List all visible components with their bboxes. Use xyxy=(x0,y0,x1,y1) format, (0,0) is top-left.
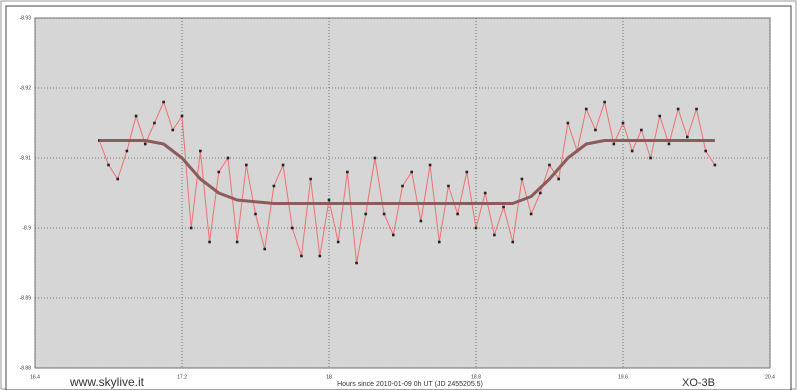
data-point xyxy=(217,170,221,174)
data-point xyxy=(401,184,404,188)
data-point xyxy=(153,121,156,125)
data-point xyxy=(171,128,175,132)
data-point xyxy=(263,247,266,251)
x-tick-label: 18 xyxy=(326,374,332,380)
data-point xyxy=(428,163,432,167)
x-tick-label: 20.4 xyxy=(765,374,775,380)
data-point xyxy=(695,107,698,111)
data-point xyxy=(686,135,689,139)
data-point xyxy=(327,198,331,202)
data-point xyxy=(189,226,193,230)
data-point xyxy=(483,191,487,195)
data-point xyxy=(557,177,560,181)
y-tick-label: -8.92 xyxy=(20,85,32,91)
data-point xyxy=(511,240,515,244)
data-point xyxy=(437,240,441,244)
data-point xyxy=(281,163,285,167)
data-point xyxy=(621,121,625,125)
x-tick-label: 16.4 xyxy=(30,374,40,380)
data-point xyxy=(594,128,597,132)
data-point xyxy=(493,233,496,237)
data-line xyxy=(98,101,716,264)
data-point xyxy=(254,212,257,216)
data-point xyxy=(419,219,423,223)
data-point xyxy=(355,261,358,265)
data-point xyxy=(640,128,643,132)
data-point xyxy=(529,212,533,216)
data-point xyxy=(667,142,671,146)
data-point xyxy=(180,114,184,118)
data-point xyxy=(309,177,312,181)
data-point xyxy=(143,142,147,146)
data-point xyxy=(612,142,616,146)
data-point xyxy=(373,156,377,160)
x-tick-label: 19.6 xyxy=(618,374,628,380)
data-point xyxy=(125,149,129,153)
data-point xyxy=(548,163,551,167)
y-tick-label: -8.88 xyxy=(20,365,32,371)
x-tick-label: 18.8 xyxy=(471,374,481,380)
data-point xyxy=(539,191,542,195)
data-point xyxy=(300,254,303,258)
y-tick-label: -8.89 xyxy=(20,295,32,301)
data-point xyxy=(318,254,322,258)
data-point xyxy=(630,149,634,153)
data-point xyxy=(658,114,662,118)
data-point xyxy=(392,233,395,237)
data-point xyxy=(649,156,652,160)
data-point xyxy=(245,163,248,167)
data-point xyxy=(456,212,459,216)
data-point xyxy=(704,149,707,153)
data-point xyxy=(502,205,505,209)
data-point xyxy=(226,156,230,160)
data-point xyxy=(116,177,119,181)
data-point xyxy=(346,170,349,174)
x-axis-label: Hours since 2010-01-09 0h UT (JD 2455205… xyxy=(337,381,483,388)
data-point xyxy=(208,240,211,244)
data-point xyxy=(676,107,680,111)
data-point xyxy=(410,170,413,174)
data-point xyxy=(364,212,368,216)
data-point xyxy=(603,100,606,104)
data-point xyxy=(713,163,717,167)
data-point xyxy=(336,240,340,244)
data-point xyxy=(474,226,478,230)
data-point xyxy=(584,107,588,111)
object-label: XO-3B xyxy=(682,377,715,389)
plot-area xyxy=(34,17,771,369)
data-point xyxy=(272,184,276,188)
data-point xyxy=(290,226,294,230)
data-point xyxy=(235,240,239,244)
y-tick-label: -8.93 xyxy=(20,15,32,21)
data-point xyxy=(520,177,524,181)
data-point xyxy=(107,163,110,167)
data-point xyxy=(465,170,469,174)
data-point xyxy=(199,149,202,153)
data-point xyxy=(162,100,165,104)
model-curve xyxy=(99,139,715,205)
y-tick-label: -8.9 xyxy=(22,225,31,231)
x-tick-label: 17.2 xyxy=(177,374,187,380)
data-point xyxy=(134,114,138,118)
data-point xyxy=(447,184,450,188)
source: www.skylive.it xyxy=(69,375,145,389)
data-point xyxy=(566,121,570,125)
data-point xyxy=(382,212,386,216)
y-tick-label: -8.91 xyxy=(20,155,32,161)
